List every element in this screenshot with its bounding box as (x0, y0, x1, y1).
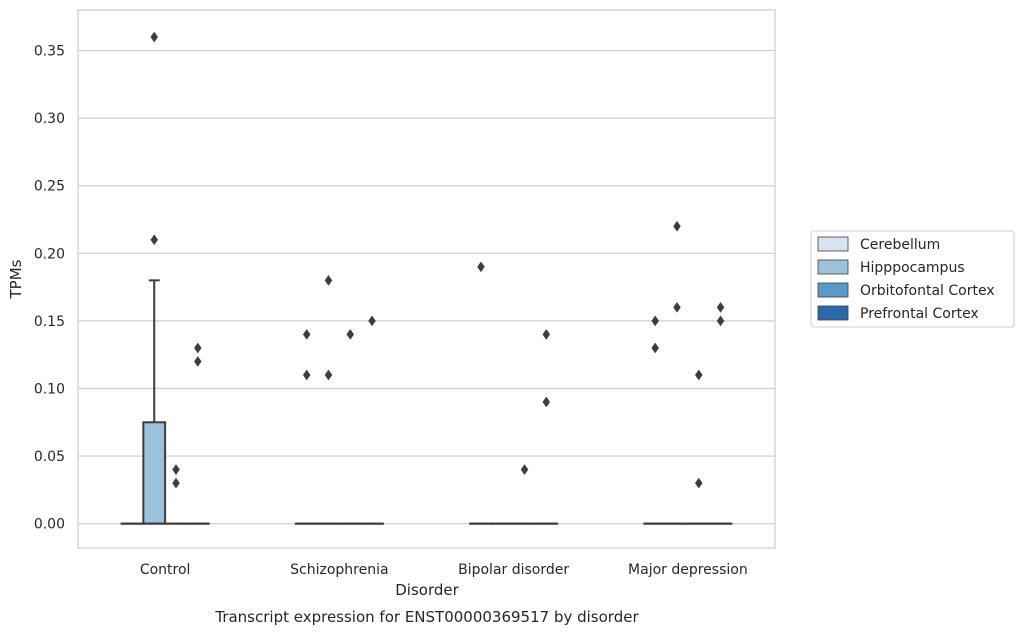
x-tick-label: Control (140, 562, 191, 578)
box-group (338, 328, 363, 525)
box-group (294, 328, 319, 525)
legend-swatch (817, 259, 849, 275)
outlier-point (172, 477, 180, 489)
y-tick-label: 0.20 (34, 246, 65, 262)
outlier-point (651, 342, 660, 354)
outlier-point (716, 315, 725, 327)
chart-title: Transcript expression for ENST0000036951… (214, 608, 639, 626)
box-group (534, 328, 559, 525)
legend-label: Cerebellum (860, 237, 940, 253)
box-group (316, 274, 341, 525)
y-tick-label: 0.05 (34, 449, 65, 465)
outlier-point (150, 234, 159, 246)
outlier-point (673, 220, 681, 232)
outlier-point (324, 274, 333, 286)
box-group (164, 464, 188, 525)
legend-label: Hipppocampus (860, 260, 965, 276)
y-axis-ticks: 0.00 0.05 0.10 0.15 0.20 0.25 0.30 0.35 (34, 44, 65, 533)
legend-label: Orbitofontal Cortex (860, 283, 995, 299)
outlier-point (542, 396, 551, 408)
y-tick-label: 0.35 (34, 44, 65, 60)
y-tick-label: 0.30 (34, 111, 65, 127)
outlier-point (172, 464, 180, 476)
x-tick-label: Schizophrenia (290, 562, 388, 578)
box-group (665, 220, 689, 525)
box-group (142, 31, 167, 525)
y-axis-label: TPMs (7, 259, 25, 299)
y-tick-label: 0.10 (34, 381, 65, 397)
y-tick-label: 0.25 (34, 179, 65, 195)
outlier-point (302, 369, 311, 381)
y-tick-label: 0.15 (34, 314, 65, 330)
x-tick-label: Major depression (628, 562, 748, 578)
legend-swatch (817, 236, 849, 252)
x-tick-label: Bipolar disorder (458, 562, 569, 578)
outlier-point (520, 464, 529, 476)
box-plot-boxes (120, 31, 733, 525)
outlier-point (346, 328, 355, 340)
y-tick-label: 0.00 (34, 517, 65, 533)
outlier-point (694, 369, 703, 381)
outlier-point (302, 328, 311, 340)
outlier-point (150, 31, 159, 43)
outlier-point (542, 328, 551, 340)
box-group (686, 369, 711, 525)
outlier-point (477, 261, 485, 273)
outlier-point (716, 301, 725, 313)
outlier-point (651, 315, 660, 327)
outlier-point (673, 301, 681, 313)
outlier-point (193, 342, 202, 354)
outlier-point (324, 369, 333, 381)
outlier-point (368, 315, 376, 327)
grid-lines (78, 49, 775, 525)
legend-swatch (817, 282, 849, 298)
box-group (469, 261, 493, 525)
box-group (643, 315, 668, 525)
legend: Cerebellum Hipppocampus Orbitofontal Corte… (810, 230, 1015, 328)
box-group (360, 315, 384, 525)
legend-label: Prefrontal Cortex (860, 306, 979, 322)
box-group (185, 342, 210, 525)
plot-frame (77, 9, 776, 549)
x-axis-ticks: Control Schizophrenia Bipolar disorder Majo… (140, 562, 748, 578)
box-group (512, 464, 537, 525)
x-axis-label: Disorder (395, 581, 459, 599)
legend-swatch (817, 305, 849, 321)
box (142, 421, 167, 525)
legend-frame (810, 230, 1015, 328)
outlier-point (193, 356, 202, 367)
box-group (708, 301, 733, 525)
outlier-point (694, 477, 703, 489)
